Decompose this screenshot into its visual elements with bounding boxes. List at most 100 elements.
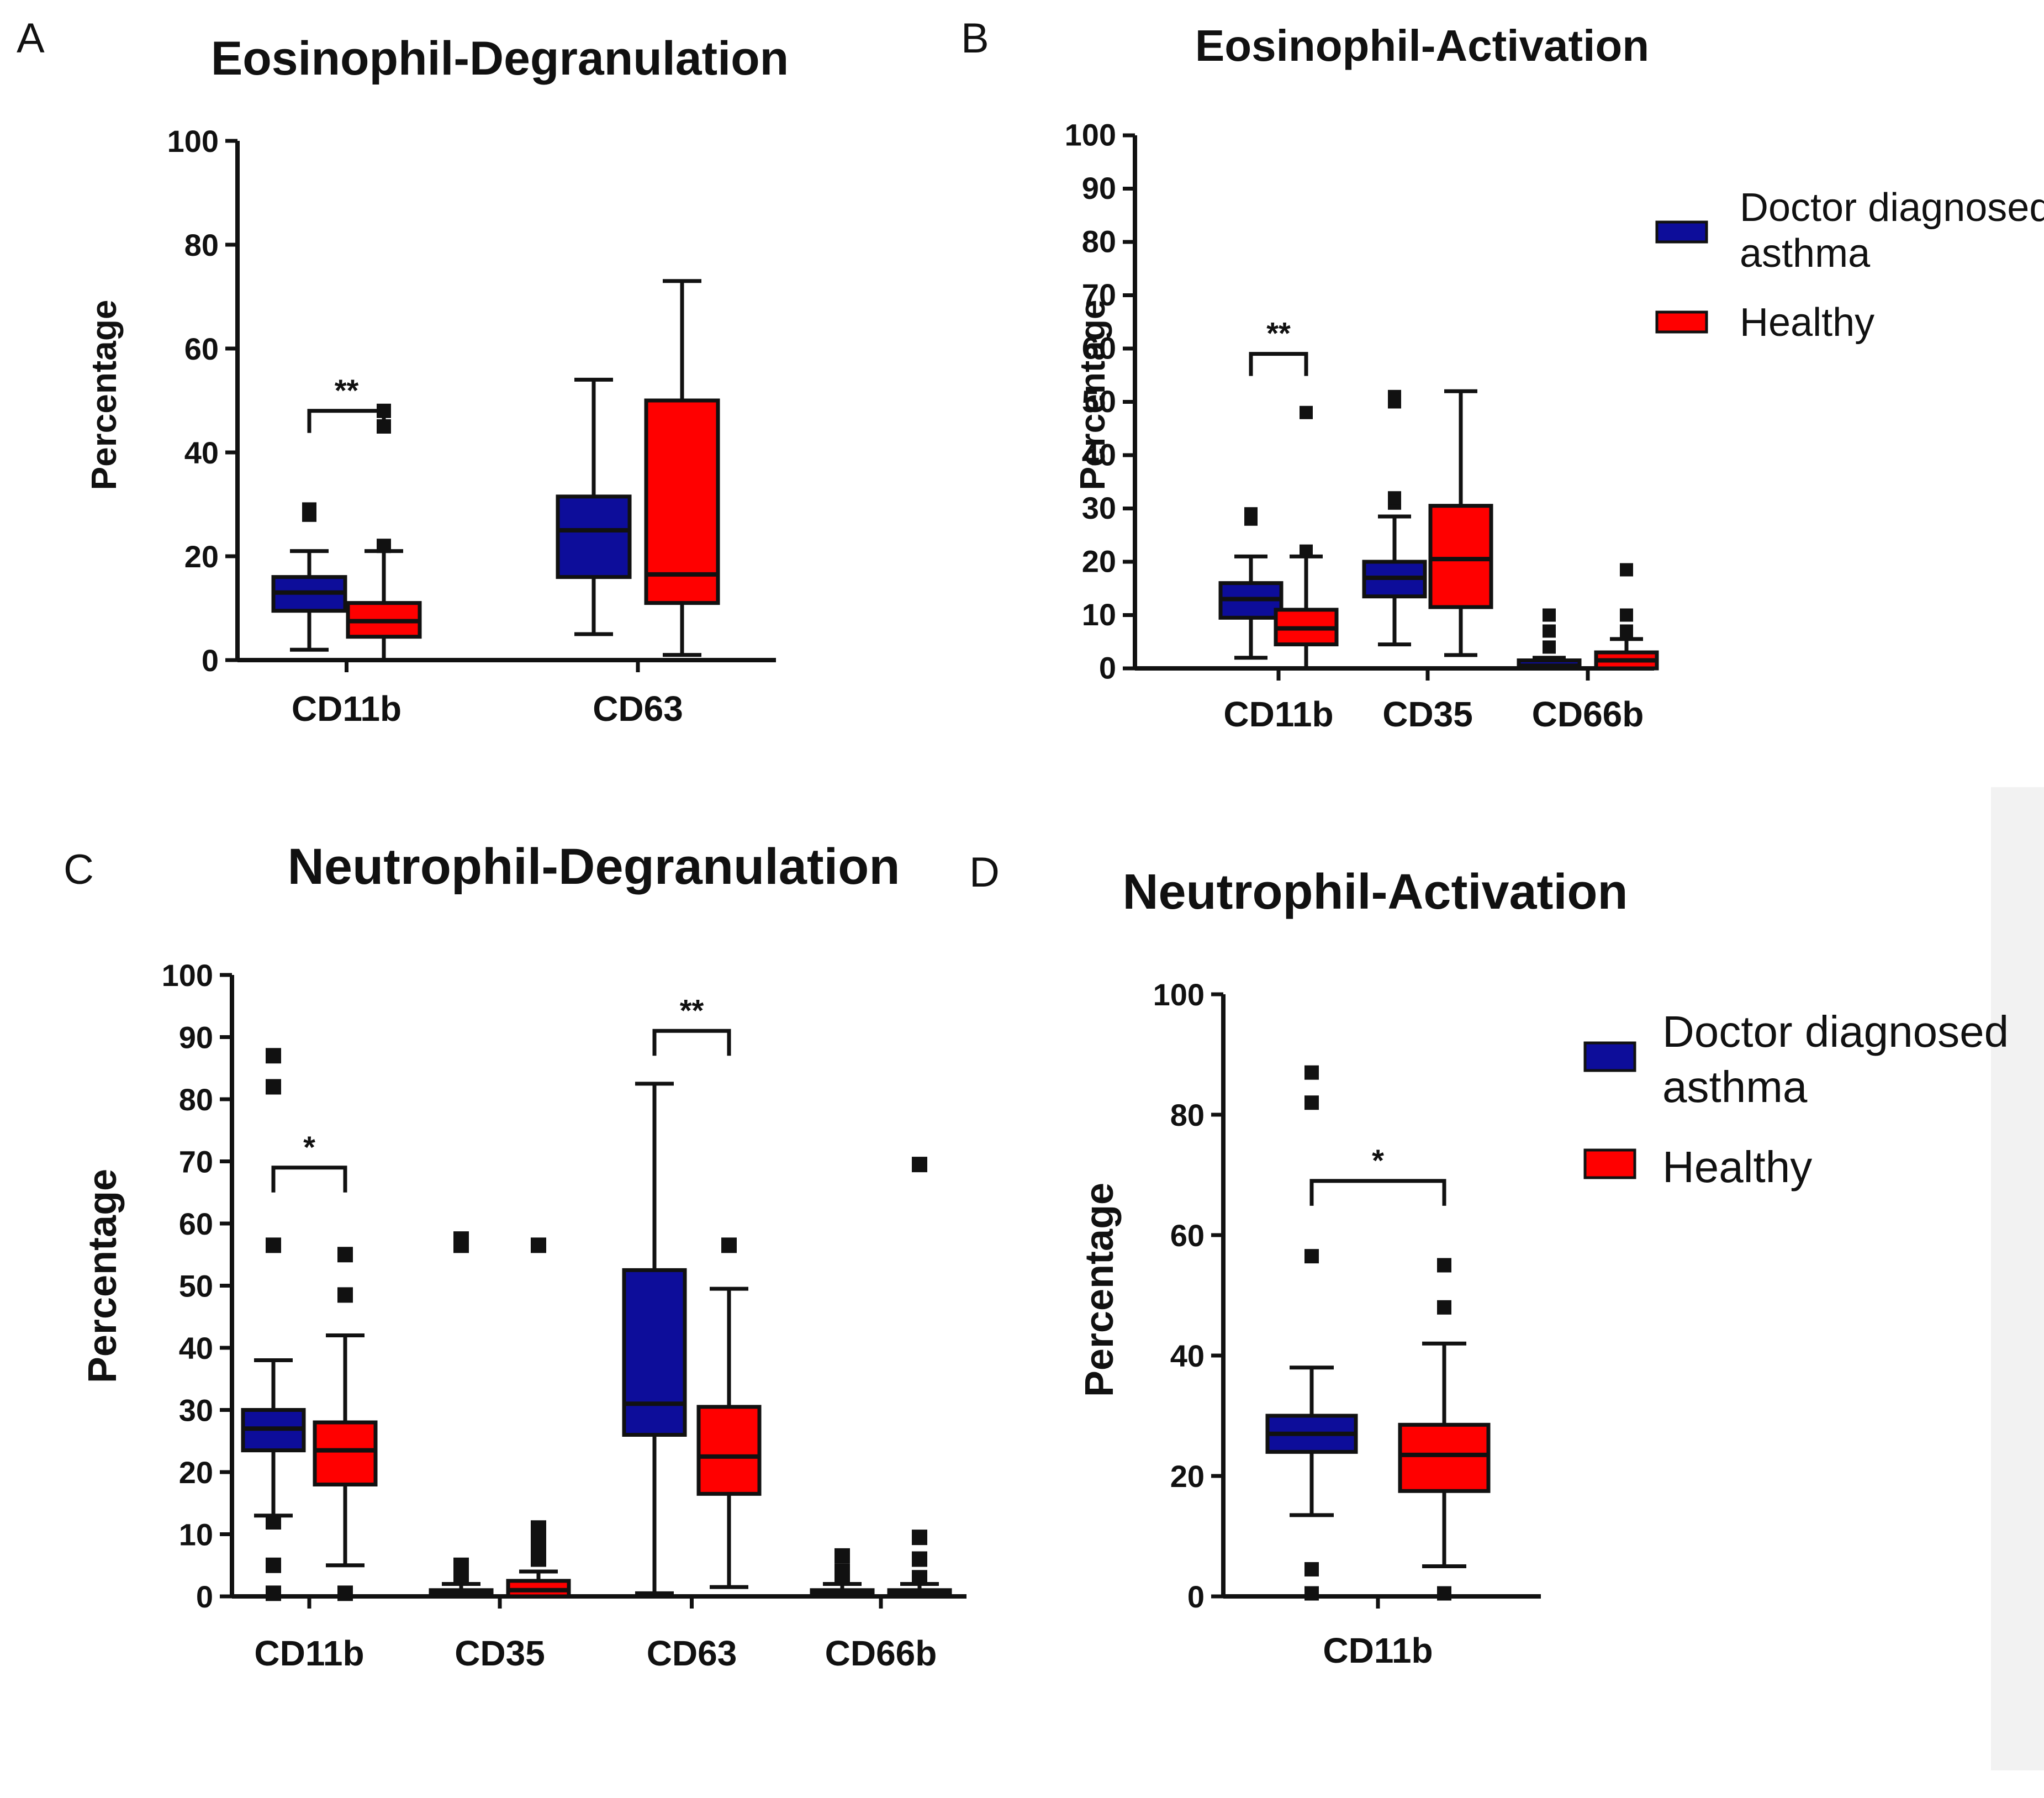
- outlier-point: [1304, 1562, 1319, 1576]
- panel-b-title: Eosinophil-Activation: [1195, 21, 1649, 70]
- panel-c-title: Neutrophil-Degranulation: [287, 839, 900, 895]
- panel-c-y-tick-label: 30: [179, 1393, 213, 1428]
- outlier-point: [1437, 1258, 1451, 1273]
- panel-b-y-tick-label: 60: [1082, 331, 1116, 366]
- panel-b-y-tick-label: 70: [1082, 277, 1116, 312]
- outlier-point: [337, 1287, 353, 1303]
- outlier-point: [834, 1564, 850, 1579]
- legend-bottom-healthy-swatch: [1583, 1148, 1636, 1179]
- legend-bottom-healthy-label: Healthy: [1662, 1142, 1812, 1191]
- outlier-point: [1437, 1300, 1451, 1315]
- significance-label: *: [303, 1130, 315, 1164]
- panel-c-box-healthy-cd11b: [313, 1247, 378, 1601]
- outlier-point: [1300, 544, 1313, 558]
- outlier-point: [1304, 1249, 1319, 1264]
- outlier-point: [337, 1585, 353, 1601]
- panel-a-category-label: CD11b: [292, 689, 402, 729]
- panel-a: A Eosinophil-Degranulation Percentage 0 2…: [17, 15, 789, 729]
- outlier-point: [377, 539, 391, 553]
- panel-d-y-tick-label: 80: [1170, 1098, 1205, 1132]
- panel-b-y-tick-label: 50: [1082, 384, 1116, 419]
- outlier-point: [266, 1048, 281, 1064]
- outlier-point: [1620, 624, 1633, 638]
- panel-d-box-healthy-cd11b: [1398, 1258, 1491, 1601]
- panel-a-y-tick-label: 100: [167, 124, 219, 159]
- panel-b-ylabel: Percentage: [1073, 299, 1112, 490]
- legend-top-asthma-label-line2: asthma: [1740, 231, 1871, 276]
- outlier-point: [266, 1237, 281, 1253]
- panel-b-box-asthma-cd66b: [1517, 608, 1582, 671]
- panel-b-y-tick-label: 0: [1099, 651, 1116, 686]
- outlier-point: [1543, 640, 1556, 654]
- outlier-point: [834, 1548, 850, 1564]
- significance-label: **: [335, 373, 359, 408]
- panel-c-y-tick-label: 20: [179, 1455, 213, 1490]
- panel-c-y-tick-label: 60: [179, 1206, 213, 1241]
- panel-c-category-label: CD66b: [825, 1633, 937, 1673]
- legend-top-healthy-label: Healthy: [1740, 300, 1874, 345]
- panel-c-category-label: CD35: [455, 1633, 545, 1673]
- panel-letter-c: C: [64, 846, 94, 893]
- outlier-point: [1543, 624, 1556, 638]
- panel-c-significance-bracket: *: [271, 1130, 347, 1193]
- panel-a-title: Eosinophil-Degranulation: [211, 32, 789, 85]
- panel-c-significance-bracket: **: [652, 993, 731, 1056]
- significance-label: *: [1372, 1143, 1384, 1178]
- panel-c-category-label: CD11b: [254, 1633, 364, 1673]
- panel-d-box-asthma-cd11b: [1265, 1065, 1358, 1601]
- box-iqr: [1398, 1422, 1491, 1493]
- significance-label: **: [680, 993, 704, 1027]
- panel-d-y-tick-label: 60: [1170, 1218, 1205, 1253]
- panel-c-box-asthma-cd66b: [810, 1548, 875, 1599]
- panel-c-y-tick-label: 90: [179, 1020, 213, 1055]
- panel-c-box-asthma-cd11b: [241, 1048, 306, 1601]
- outlier-point: [1388, 389, 1401, 403]
- panel-a-box-healthy-cd63: [644, 279, 720, 657]
- bracket-line: [1249, 352, 1308, 376]
- outlier-point: [1620, 608, 1633, 622]
- panel-c-box-asthma-cd35: [429, 1231, 494, 1599]
- panel-c-category-label: CD63: [647, 1633, 737, 1673]
- panel-c-y-tick-label: 100: [162, 958, 213, 993]
- outlier-point: [453, 1557, 469, 1573]
- outlier-point: [302, 502, 316, 517]
- panel-b-box-healthy-cd11b: [1274, 405, 1339, 671]
- panel-a-category-label: CD63: [593, 689, 683, 729]
- outlier-point: [266, 1557, 281, 1573]
- panel-c-y-tick-label: 40: [179, 1331, 213, 1365]
- panel-d-significance-bracket: *: [1309, 1143, 1446, 1206]
- panel-c-y-tick-label: 80: [179, 1082, 213, 1117]
- panel-b-box-healthy-cd35: [1428, 389, 1493, 657]
- panel-letter-d: D: [969, 849, 1000, 896]
- bracket-line: [307, 409, 386, 433]
- panel-a-ylabel: Percentage: [84, 299, 124, 490]
- outlier-point: [531, 1237, 546, 1253]
- box-iqr: [696, 1405, 762, 1496]
- panel-a-box-asthma-cd63: [556, 377, 632, 636]
- panel-a-significance-bracket: **: [307, 373, 386, 433]
- panel-a-y-tick-label: 20: [184, 539, 219, 574]
- panel-d-category-label: CD11b: [1323, 1631, 1433, 1670]
- panel-b-y-tick-label: 80: [1082, 224, 1116, 259]
- panel-b-box-healthy-cd66b: [1594, 563, 1659, 671]
- panel-b-category-label: CD66b: [1532, 694, 1644, 734]
- panel-b-y-tick-label: 90: [1082, 171, 1116, 205]
- panel-a-box-healthy-cd11b: [346, 403, 422, 662]
- panel-letter-b: B: [961, 15, 989, 62]
- panel-d-y-tick-label: 20: [1170, 1459, 1205, 1494]
- panel-c-box-healthy-cd35: [506, 1237, 571, 1599]
- panel-c-y-tick-label: 10: [179, 1517, 213, 1552]
- panel-c-box-asthma-cd63: [622, 1082, 687, 1595]
- panel-b-y-tick-label: 40: [1082, 437, 1116, 472]
- panel-b: B Eosinophil-Activation Percentage 0 10 20…: [961, 15, 2044, 734]
- panel-letter-a: A: [17, 15, 45, 62]
- box-iqr: [1428, 504, 1493, 609]
- panel-c-plot: 0 10 20 30 40 50 60 70 80 90 100 CD11b CD35 CD63 CD66b…: [162, 958, 966, 1673]
- outlier-point: [453, 1231, 469, 1247]
- box-iqr: [313, 1420, 378, 1486]
- legend-bottom-asthma-label-line2: asthma: [1662, 1062, 1808, 1111]
- panel-b-category-label: CD11b: [1223, 694, 1333, 734]
- panel-b-box-asthma-cd35: [1362, 389, 1427, 647]
- panel-a-y-tick-label: 80: [184, 228, 219, 262]
- outlier-point: [1543, 608, 1556, 622]
